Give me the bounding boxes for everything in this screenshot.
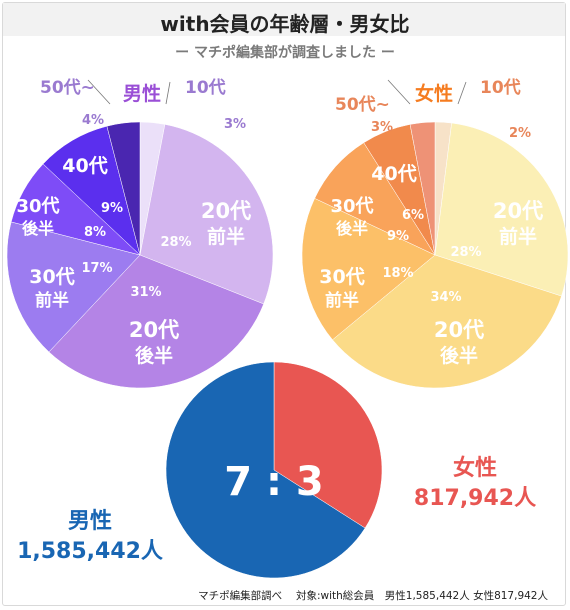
source-note: マチポ編集部調べ 対象:with総会員 男性1,585,442人 女性817,9… bbox=[198, 590, 548, 602]
female-slice-label-4-line2: 後半 bbox=[336, 219, 368, 238]
female-slice-label-6: 50代~ bbox=[335, 94, 390, 115]
male-leader-line-0 bbox=[87, 79, 111, 105]
gender-slice-1 bbox=[165, 361, 366, 579]
male-slice-label-2-line1: 20代 bbox=[129, 318, 179, 342]
female-slice-pct-2: 34% bbox=[430, 290, 461, 305]
male-leader-line-1 bbox=[165, 81, 171, 105]
female-slice-label-5: 40代 bbox=[371, 163, 416, 185]
male-slice-label-3-line2: 前半 bbox=[35, 290, 69, 311]
gender-female-label: 女性 bbox=[453, 455, 497, 481]
male-slice-pct-3: 17% bbox=[81, 261, 112, 276]
male-slice-label-2-line2: 後半 bbox=[135, 344, 173, 367]
title-bar bbox=[3, 3, 565, 36]
male-slice-label-0: 10代 bbox=[185, 77, 226, 98]
male-slice-pct-1: 28% bbox=[160, 235, 191, 250]
male-slice-label-1-line2: 前半 bbox=[207, 225, 245, 248]
female-slice-3 bbox=[301, 198, 436, 341]
male-slice-label-1-line1: 20代 bbox=[201, 199, 251, 223]
female-slice-pct-1: 28% bbox=[450, 245, 481, 260]
chart-title: with会員の年齢層・男女比 bbox=[160, 12, 410, 36]
chart-subtitle: ー マチポ編集部が調査しました ー bbox=[175, 45, 395, 61]
male-slice-label-3-line1: 30代 bbox=[29, 266, 74, 288]
female-slice-label-2-line2: 後半 bbox=[440, 344, 478, 367]
male-pie-title: 男性 bbox=[123, 82, 161, 105]
female-slice-1 bbox=[434, 122, 569, 297]
male-slice-pct-4: 8% bbox=[84, 225, 106, 240]
female-slice-label-1-line2: 前半 bbox=[499, 225, 537, 248]
male-slice-6 bbox=[106, 121, 141, 256]
female-slice-label-4-line1: 30代 bbox=[330, 196, 373, 217]
female-slice-2 bbox=[332, 254, 562, 389]
female-pie-title: 女性 bbox=[415, 82, 453, 105]
female-slice-label-2-line1: 20代 bbox=[434, 318, 484, 342]
male-slice-1 bbox=[139, 124, 274, 305]
male-slice-3 bbox=[6, 221, 141, 353]
female-slice-pct-0: 2% bbox=[509, 126, 531, 141]
female-slice-pct-5: 6% bbox=[402, 208, 424, 223]
female-leader-line-0 bbox=[387, 79, 411, 105]
female-slice-6 bbox=[409, 121, 436, 256]
male-slice-label-5: 40代 bbox=[62, 155, 107, 177]
female-slice-label-0: 10代 bbox=[480, 77, 521, 98]
male-slice-pct-5: 9% bbox=[101, 201, 123, 216]
female-slice-label-1-line1: 20代 bbox=[493, 199, 543, 223]
male-slice-pct-0: 3% bbox=[224, 117, 246, 132]
female-slice-label-3-line1: 30代 bbox=[319, 266, 364, 288]
male-slice-pct-2: 31% bbox=[130, 285, 161, 300]
female-slice-pct-3: 18% bbox=[382, 266, 413, 281]
male-slice-label-4-line1: 30代 bbox=[16, 196, 59, 217]
gender-female-value: 817,942人 bbox=[414, 486, 536, 511]
female-slice-pct-6: 3% bbox=[371, 120, 393, 135]
male-slice-2 bbox=[48, 254, 264, 389]
gender-ratio-label: 7 : 3 bbox=[224, 459, 324, 505]
female-leader-line-1 bbox=[457, 81, 467, 105]
male-slice-pct-6: 4% bbox=[82, 113, 104, 128]
female-slice-label-3-line2: 前半 bbox=[325, 290, 359, 311]
gender-slice-0 bbox=[273, 361, 383, 529]
gender-male-label: 男性 bbox=[68, 509, 112, 534]
gender-male-value: 1,585,442人 bbox=[17, 539, 163, 564]
female-slice-pct-4: 9% bbox=[387, 229, 409, 244]
male-slice-label-4-line2: 後半 bbox=[22, 219, 54, 238]
male-slice-label-6: 50代~ bbox=[40, 77, 95, 98]
chart-frame bbox=[2, 2, 566, 606]
